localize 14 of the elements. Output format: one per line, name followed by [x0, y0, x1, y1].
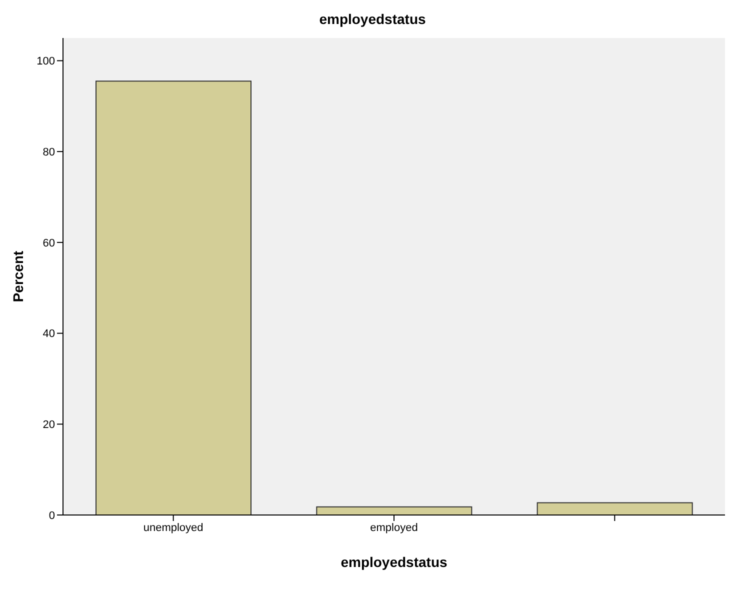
- bar: [96, 80, 252, 515]
- x-tick-label: unemployed: [143, 522, 204, 534]
- y-axis-title: Percent: [10, 250, 26, 302]
- y-tick-label: 100: [36, 56, 55, 68]
- y-tick-label: 40: [42, 328, 55, 340]
- y-tick-label: 20: [42, 419, 55, 432]
- bar: [536, 502, 693, 515]
- y-tick-label: 60: [42, 237, 55, 250]
- y-tick-label: 0: [48, 510, 55, 522]
- y-tick-label: 80: [42, 146, 55, 158]
- chart-title: employedstatus: [318, 10, 427, 29]
- x-axis-title: employedstatus: [340, 554, 448, 570]
- x-tick-label: employed: [370, 522, 418, 534]
- bar: [316, 506, 472, 515]
